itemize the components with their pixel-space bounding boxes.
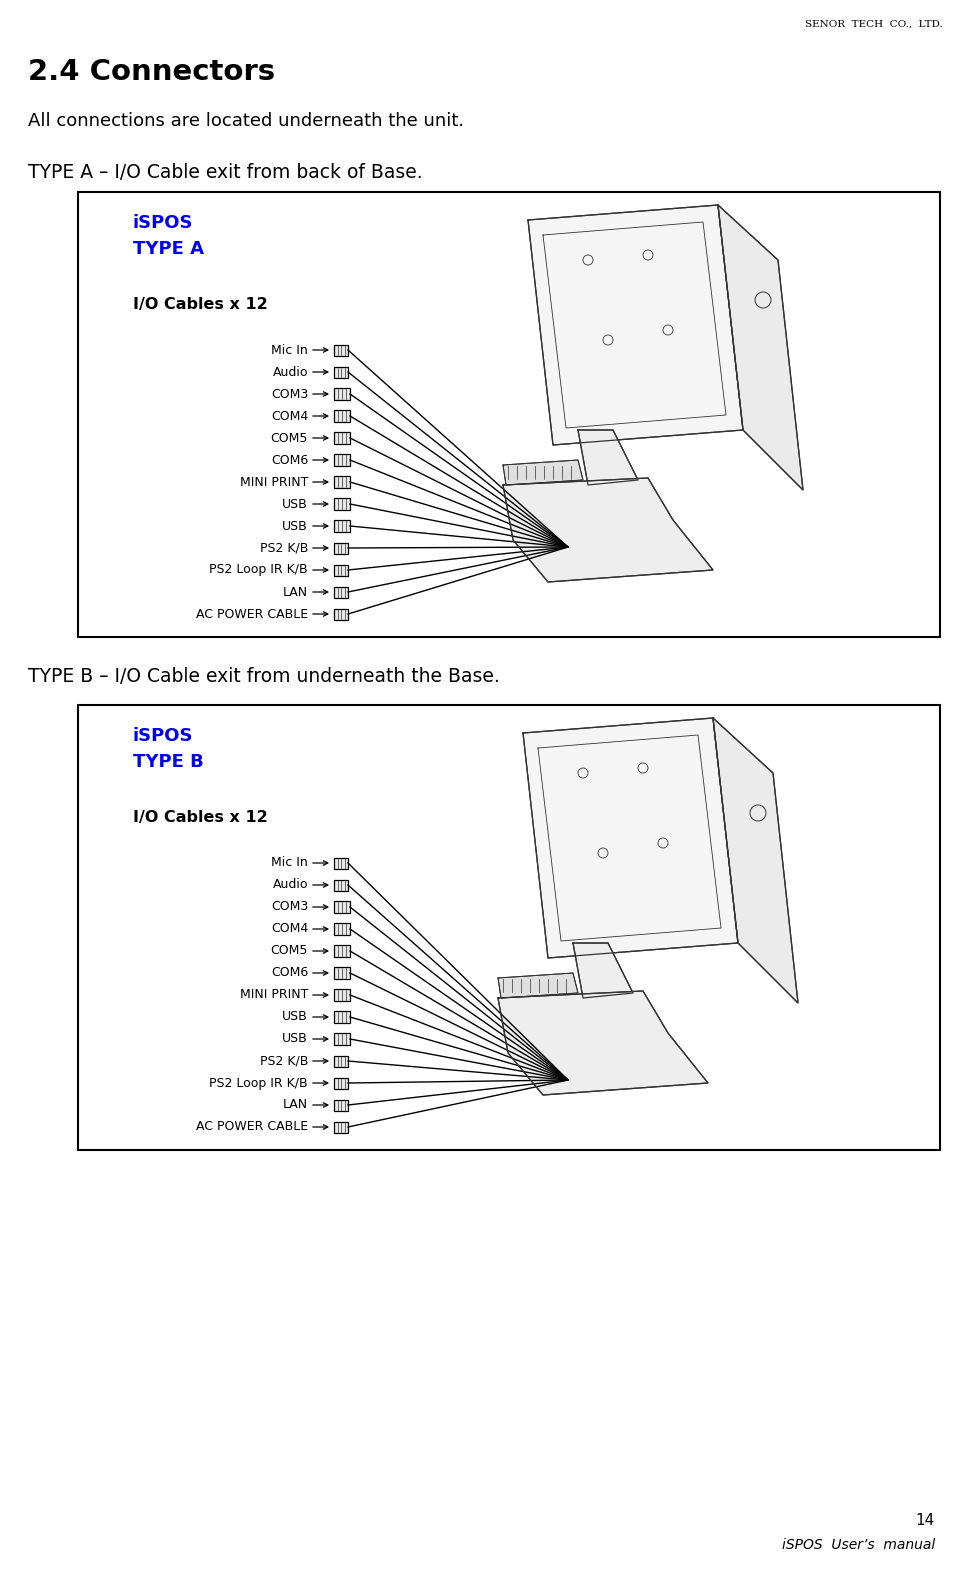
Text: USB: USB: [282, 520, 308, 532]
Text: AC POWER CABLE: AC POWER CABLE: [196, 608, 308, 620]
Bar: [334, 879, 348, 890]
Bar: [334, 344, 348, 355]
Text: PS2 K/B: PS2 K/B: [260, 542, 308, 554]
Bar: [334, 1011, 350, 1024]
Text: PS2 Loop IR K/B: PS2 Loop IR K/B: [209, 564, 308, 576]
Bar: [334, 476, 350, 488]
Text: COM3: COM3: [271, 388, 308, 400]
Bar: [334, 366, 348, 377]
Bar: [334, 520, 350, 532]
Text: TYPE A – I/O Cable exit from back of Base.: TYPE A – I/O Cable exit from back of Bas…: [28, 163, 423, 182]
Text: All connections are located underneath the unit.: All connections are located underneath t…: [28, 111, 464, 130]
Bar: [334, 609, 348, 620]
Text: AC POWER CABLE: AC POWER CABLE: [196, 1121, 308, 1134]
Text: PS2 K/B: PS2 K/B: [260, 1055, 308, 1068]
Text: COM4: COM4: [271, 923, 308, 936]
Polygon shape: [528, 206, 743, 444]
Bar: [334, 1033, 350, 1046]
Polygon shape: [498, 973, 578, 999]
Text: COM5: COM5: [270, 945, 308, 958]
Bar: [334, 454, 350, 466]
Polygon shape: [523, 717, 738, 958]
Text: I/O Cables x 12: I/O Cables x 12: [133, 297, 267, 312]
Bar: [334, 543, 348, 554]
Bar: [334, 587, 348, 598]
Text: LAN: LAN: [283, 586, 308, 598]
Text: Mic In: Mic In: [271, 857, 308, 870]
Text: SENOR  TECH  CO.,  LTD.: SENOR TECH CO., LTD.: [805, 20, 943, 28]
Bar: [334, 967, 350, 980]
Text: COM6: COM6: [271, 454, 308, 466]
Text: TYPE B – I/O Cable exit from underneath the Base.: TYPE B – I/O Cable exit from underneath …: [28, 667, 500, 686]
Bar: [334, 565, 348, 576]
Text: MINI PRINT: MINI PRINT: [239, 989, 308, 1002]
Bar: [334, 432, 350, 444]
Text: iSPOS  User’s  manual: iSPOS User’s manual: [782, 1539, 935, 1553]
Bar: [334, 1055, 348, 1066]
Text: Audio: Audio: [272, 879, 308, 892]
Text: LAN: LAN: [283, 1099, 308, 1112]
Text: TYPE B: TYPE B: [133, 754, 204, 771]
Text: USB: USB: [282, 1011, 308, 1024]
Text: MINI PRINT: MINI PRINT: [239, 476, 308, 488]
Bar: [334, 1077, 348, 1088]
Bar: [78, 705, 940, 1149]
Polygon shape: [503, 477, 713, 582]
Text: COM6: COM6: [271, 967, 308, 980]
Text: USB: USB: [282, 1033, 308, 1046]
Text: iSPOS: iSPOS: [133, 727, 194, 746]
Polygon shape: [578, 430, 638, 485]
Polygon shape: [573, 944, 633, 999]
Text: Audio: Audio: [272, 366, 308, 378]
Text: Mic In: Mic In: [271, 344, 308, 356]
Polygon shape: [718, 206, 803, 490]
Bar: [334, 498, 350, 510]
Bar: [334, 388, 350, 400]
Text: 2.4 Connectors: 2.4 Connectors: [28, 58, 275, 86]
Text: COM3: COM3: [271, 901, 308, 914]
Text: PS2 Loop IR K/B: PS2 Loop IR K/B: [209, 1077, 308, 1090]
Polygon shape: [503, 460, 583, 485]
Text: I/O Cables x 12: I/O Cables x 12: [133, 810, 267, 824]
Bar: [78, 192, 940, 637]
Text: USB: USB: [282, 498, 308, 510]
Bar: [334, 410, 350, 422]
Bar: [334, 923, 350, 936]
Bar: [334, 989, 350, 1002]
Text: COM5: COM5: [270, 432, 308, 444]
Bar: [334, 1099, 348, 1110]
Text: iSPOS: iSPOS: [133, 214, 194, 232]
Bar: [334, 857, 348, 868]
Bar: [334, 1121, 348, 1132]
Polygon shape: [498, 991, 708, 1094]
Text: TYPE A: TYPE A: [133, 240, 204, 257]
Polygon shape: [713, 717, 798, 1003]
Text: 14: 14: [916, 1513, 935, 1528]
Bar: [334, 901, 350, 914]
Text: COM4: COM4: [271, 410, 308, 422]
Bar: [334, 945, 350, 958]
